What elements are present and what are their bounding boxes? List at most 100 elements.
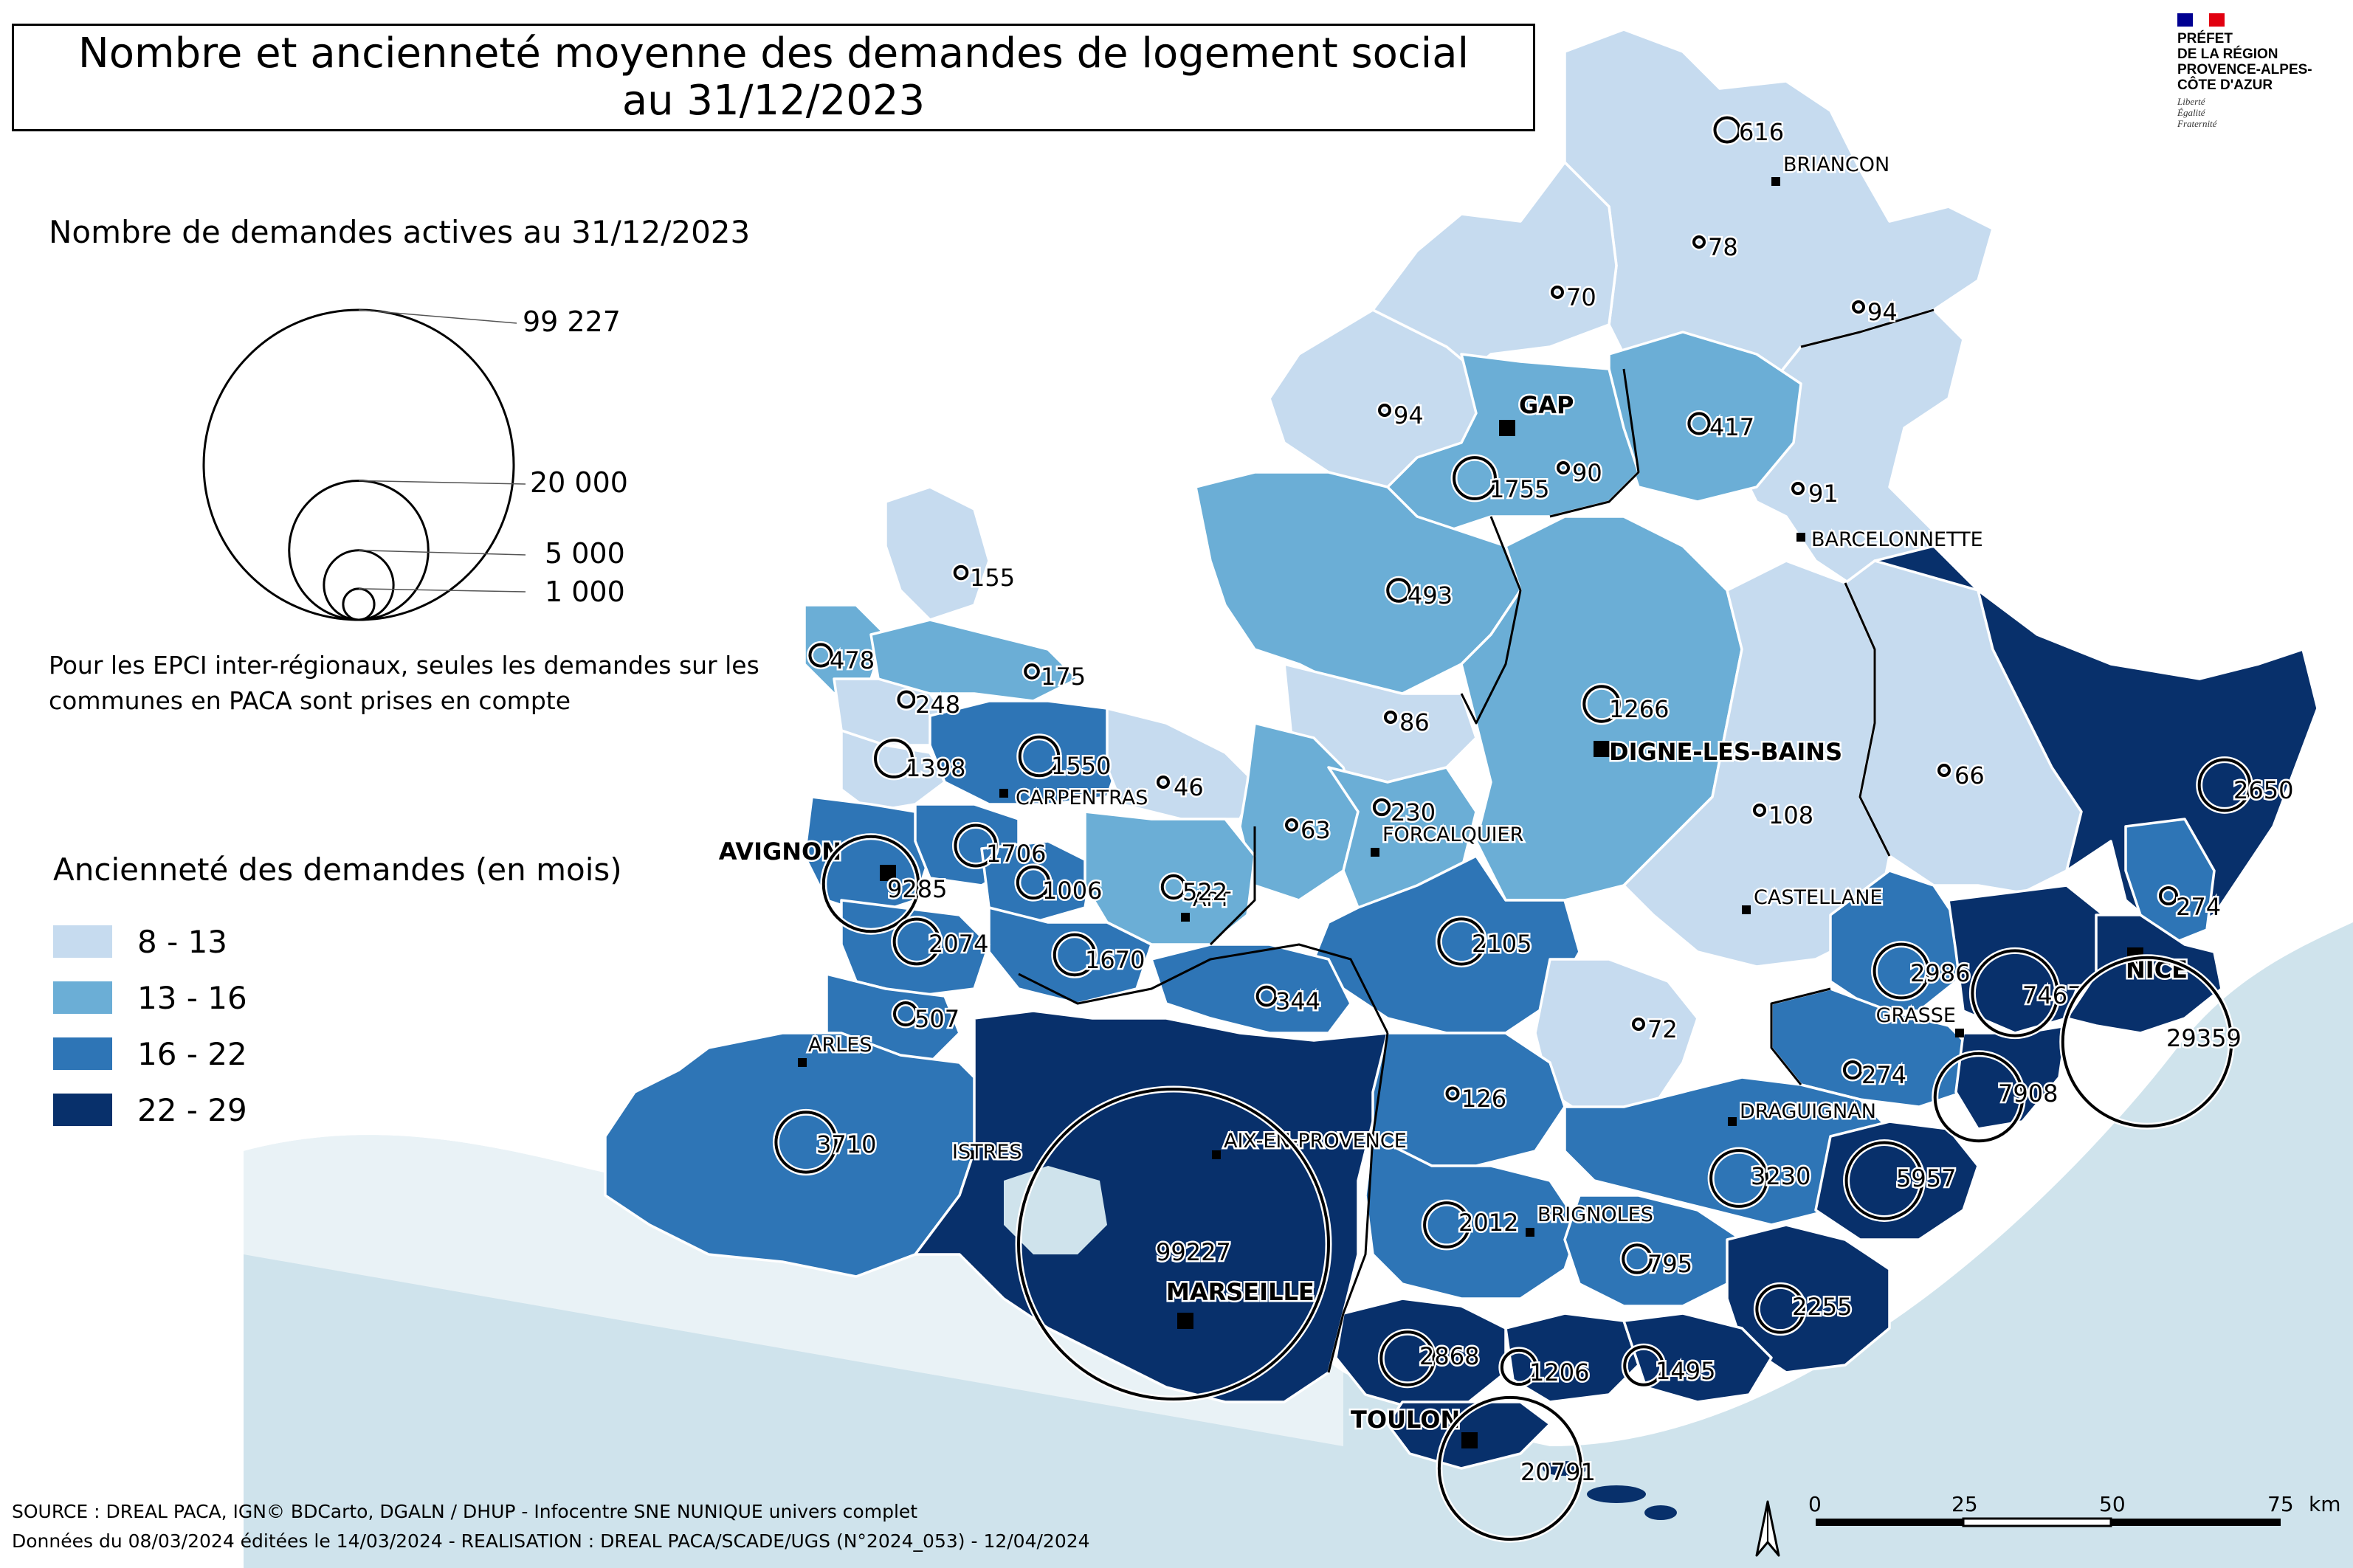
legend-swatch [53,1037,112,1070]
demand-label-274: 274 [1861,1061,1906,1089]
demand-label-1670: 1670 [1085,946,1145,974]
legend-class-3: 16 - 22 [53,1035,247,1073]
region-274-north [2124,818,2216,946]
city-marker-avignon [880,865,896,881]
demand-label-616: 616 [1739,118,1784,146]
demand-circle-274 [1842,1060,1863,1080]
demand-circle-230 [1372,798,1391,817]
demand-circle-3230 [1709,1149,1768,1208]
demand-label-63: 63 [1300,816,1331,844]
demand-circle-478 [808,643,833,668]
demand-circle-91 [1791,482,1805,495]
region-795 [1563,1194,1743,1308]
demand-circle-1495 [1623,1345,1664,1386]
city-label-grasse: GRASSE [1876,1004,1956,1027]
demand-label-3230: 3230 [1751,1162,1811,1190]
demand-circle-20791 [1437,1395,1583,1541]
title-line-1: Nombre et ancienneté moyenne des demande… [77,30,1470,77]
demand-label-46: 46 [1174,773,1204,801]
demand-circle-66 [1937,764,1951,777]
demand-circle-1550 [1018,735,1061,778]
legend-swatch [53,981,112,1014]
demand-label-20791: 20791 [1520,1458,1596,1486]
legend-class-2: 13 - 16 [53,978,247,1017]
region-7908 [1954,1024,2068,1130]
republic-motto: Liberté Égalité Fraternité [2177,96,2217,129]
demand-label-1755: 1755 [1489,475,1549,503]
demand-circle-94 [1378,404,1391,417]
demand-circle-1006 [1016,865,1051,900]
legend-swatch [53,925,112,958]
city-marker-arles [798,1058,807,1067]
demand-circle-46 [1157,776,1170,789]
demand-circle-86 [1384,711,1397,724]
demand-label-108: 108 [1768,801,1813,829]
scale-tick-25: 25 [1951,1492,1978,1516]
demand-circle-2868 [1379,1330,1436,1386]
demand-label-344: 344 [1275,987,1320,1015]
legend-class-4: 22 - 29 [53,1091,247,1129]
demand-circle-1755 [1453,456,1497,500]
demand-label-1206: 1206 [1529,1358,1589,1386]
demand-label-274: 274 [2176,893,2221,921]
demand-label-507: 507 [914,1005,960,1033]
region-126 [1371,1032,1566,1167]
demand-circle-507 [892,1001,919,1027]
source-line-1: SOURCE : DREAL PACA, IGN© BDCarto, DGALN… [12,1501,918,1522]
city-label-toulon: TOULON [1351,1406,1460,1434]
demand-label-5957: 5957 [1896,1164,1956,1192]
region-1398 [840,729,946,813]
mediterranean-sea [244,922,2353,1568]
demand-label-72: 72 [1647,1015,1678,1043]
region-155 [884,486,991,621]
region-arles [604,1032,991,1278]
region-2012 [1364,1135,1581,1300]
demand-label-2074: 2074 [929,930,988,958]
demand-label-478: 478 [830,646,875,674]
scale-bar [1816,1517,2281,1527]
demand-circle-2255 [1755,1284,1805,1334]
demand-label-66: 66 [1954,761,1985,790]
city-marker-castellane [1742,905,1751,914]
city-label-avignon: AVIGNON [719,837,841,866]
demand-label-7908: 7908 [1998,1080,2058,1108]
demand-label-99227: 99227 [1156,1238,1231,1266]
demand-label-493: 493 [1408,581,1453,609]
demand-circle-1398 [874,739,914,778]
scale-tick-75: 75 [2267,1492,2294,1516]
demand-label-3710: 3710 [816,1130,876,1158]
scale-tick-0: 0 [1808,1492,1822,1516]
demand-label-1495: 1495 [1656,1357,1715,1385]
region-2868 [1334,1297,1507,1411]
demand-label-2986: 2986 [1910,959,1970,987]
city-label-gap: GAP [1519,391,1574,419]
scale-unit: km [2309,1492,2341,1516]
demand-label-2868: 2868 [1419,1342,1479,1370]
city-label-brignoles: BRIGNOLES [1537,1203,1653,1226]
demand-circle-417 [1687,412,1711,435]
demand-circle-2074 [892,917,941,966]
region-2074 [840,899,991,998]
legend-swatch [53,1094,112,1126]
demand-circle-2012 [1423,1201,1470,1248]
legend-leader-line [358,588,526,593]
demand-circle-5957 [1844,1141,1924,1220]
demand-circle-1206 [1500,1348,1538,1386]
hyeres-islands [1543,1461,1677,1520]
city-label-digne-les-bains: DIGNE-LES-BAINS [1609,738,1842,766]
city-marker-aix-en-provence [1212,1150,1221,1159]
legend-circles-title: Nombre de demandes actives au 31/12/2023 [49,214,751,250]
demand-circle-7467 [1971,949,2059,1037]
demand-label-29359: 29359 [2166,1024,2242,1052]
city-label-briancon: BRIANCON [1783,153,1889,176]
demand-circle-344 [1255,985,1278,1007]
city-label-draguignan: DRAGUIGNAN [1740,1100,1876,1123]
city-marker-istres [966,1150,975,1159]
prefet-name: PRÉFET DE LA RÉGION PROVENCE-ALPES- CÔTE… [2177,31,2312,93]
city-label-marseille: MARSEILLE [1166,1278,1315,1306]
demand-label-94: 94 [1393,401,1424,429]
legend-classes-title: Ancienneté des demandes (en mois) [53,852,622,888]
region-2650 [1873,545,2319,939]
region-344 [1150,943,1352,1035]
city-marker-toulon [1461,1432,1478,1448]
